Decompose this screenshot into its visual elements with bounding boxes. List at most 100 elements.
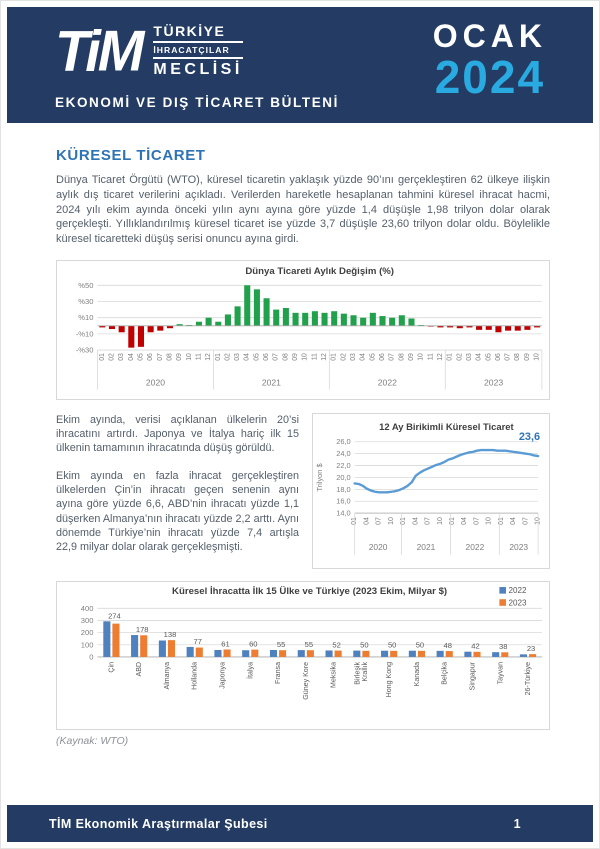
svg-text:23: 23 xyxy=(527,644,535,653)
svg-text:11: 11 xyxy=(427,353,434,360)
column-paragraph-2: Ekim ayında en fazla ihracat gerçekleşti… xyxy=(56,469,299,554)
page-content: KÜRESEL TİCARET Dünya Ticaret Örgütü (WT… xyxy=(1,147,599,747)
bulletin-title: EKONOMİ VE DIŞ TİCARET BÜLTENİ xyxy=(55,95,340,110)
svg-text:50: 50 xyxy=(416,641,424,650)
svg-text:2021: 2021 xyxy=(262,377,281,387)
svg-text:07: 07 xyxy=(273,353,280,361)
svg-text:10: 10 xyxy=(302,353,309,361)
svg-text:04: 04 xyxy=(476,353,483,361)
svg-text:48: 48 xyxy=(444,641,452,650)
svg-text:07: 07 xyxy=(522,517,529,525)
svg-text:12: 12 xyxy=(205,353,212,361)
svg-text:Güney Kore: Güney Kore xyxy=(302,662,310,700)
svg-text:10: 10 xyxy=(186,353,193,361)
svg-text:İtalya: İtalya xyxy=(245,662,254,679)
svg-text:08: 08 xyxy=(166,353,173,361)
page-footer: TİM Ekonomik Araştırmalar Şubesi 1 xyxy=(7,805,593,842)
svg-text:Hollanda: Hollanda xyxy=(191,662,199,690)
svg-text:10: 10 xyxy=(486,517,493,525)
svg-text:05: 05 xyxy=(253,353,260,361)
svg-text:%50: %50 xyxy=(78,281,93,290)
svg-text:16,0: 16,0 xyxy=(336,496,350,505)
top-exporters-chart: Küresel İhracatta İlk 15 Ülke ve Türkiye… xyxy=(81,586,542,700)
svg-text:04: 04 xyxy=(461,517,468,525)
svg-text:2023: 2023 xyxy=(509,541,528,551)
svg-text:61: 61 xyxy=(221,640,229,649)
svg-text:04: 04 xyxy=(510,517,517,525)
svg-text:200: 200 xyxy=(81,628,94,637)
tim-logo-wordmark: TÜRKİYE İHRACATÇILAR MECLİSİ xyxy=(153,23,243,79)
issue-year: 2024 xyxy=(434,51,546,104)
svg-text:BirleşikKrallık: BirleşikKrallık xyxy=(353,662,369,685)
tim-brand: TiM TÜRKİYE İHRACATÇILAR MECLİSİ xyxy=(55,22,243,79)
two-column-section: Ekim ayında, verisi açıklanan ülkelerin … xyxy=(56,412,550,570)
svg-text:24,0: 24,0 xyxy=(336,449,350,458)
svg-text:06: 06 xyxy=(495,353,502,361)
svg-text:01: 01 xyxy=(400,517,407,525)
svg-text:23,6: 23,6 xyxy=(519,430,540,442)
svg-text:01: 01 xyxy=(331,353,338,361)
svg-text:08: 08 xyxy=(514,353,521,361)
svg-text:%10: %10 xyxy=(78,313,93,322)
svg-text:2022: 2022 xyxy=(508,586,526,595)
svg-text:2020: 2020 xyxy=(146,377,165,387)
svg-text:38: 38 xyxy=(499,642,507,651)
svg-text:06: 06 xyxy=(147,353,154,361)
issue-date: OCAK 2024 xyxy=(432,18,547,104)
svg-text:Kanada: Kanada xyxy=(413,662,421,686)
svg-text:2020: 2020 xyxy=(369,541,388,551)
svg-text:18,0: 18,0 xyxy=(336,484,350,493)
svg-text:05: 05 xyxy=(369,353,376,361)
source-note: (Kaynak: WTO) xyxy=(56,735,129,748)
svg-text:%30: %30 xyxy=(78,297,93,306)
svg-text:0: 0 xyxy=(89,653,93,662)
wordmark-line-3: MECLİSİ xyxy=(153,61,243,78)
svg-text:06: 06 xyxy=(263,353,270,361)
svg-text:10: 10 xyxy=(437,517,444,525)
svg-text:07: 07 xyxy=(505,353,512,361)
svg-text:01: 01 xyxy=(447,353,454,361)
svg-text:04: 04 xyxy=(360,353,367,361)
svg-text:09: 09 xyxy=(292,353,299,361)
svg-text:178: 178 xyxy=(136,625,149,634)
page-number: 1 xyxy=(513,816,521,831)
svg-text:11: 11 xyxy=(195,353,202,360)
svg-text:26-Türkiye: 26-Türkiye xyxy=(524,662,532,695)
svg-text:Hong Kong: Hong Kong xyxy=(385,662,393,697)
svg-text:03: 03 xyxy=(350,353,357,361)
svg-text:10: 10 xyxy=(534,353,541,361)
svg-text:Tayvan: Tayvan xyxy=(496,662,504,684)
svg-text:01: 01 xyxy=(449,517,456,525)
intro-paragraph: Dünya Ticaret Örgütü (WTO), küresel tica… xyxy=(56,174,550,246)
svg-text:50: 50 xyxy=(360,641,368,650)
svg-text:01: 01 xyxy=(99,353,106,361)
svg-text:01: 01 xyxy=(215,353,222,361)
svg-text:50: 50 xyxy=(388,641,396,650)
svg-text:04: 04 xyxy=(244,353,251,361)
svg-text:Küresel İhracatta İlk 15 Ülke: Küresel İhracatta İlk 15 Ülke ve Türkiye… xyxy=(172,586,447,597)
svg-text:2022: 2022 xyxy=(466,541,485,551)
svg-text:Fransa: Fransa xyxy=(274,662,282,684)
svg-text:Çin: Çin xyxy=(107,662,115,673)
svg-text:274: 274 xyxy=(108,612,121,621)
svg-text:01: 01 xyxy=(498,517,505,525)
svg-text:55: 55 xyxy=(277,640,285,649)
svg-text:10: 10 xyxy=(388,517,395,525)
chart-cumulative-trade-card: 12 Ay Birikimli Küresel Ticaret Trilyon $… xyxy=(312,412,550,570)
issue-month: OCAK xyxy=(432,18,547,54)
svg-text:12: 12 xyxy=(321,353,328,361)
svg-text:02: 02 xyxy=(340,353,347,361)
svg-text:Japonya: Japonya xyxy=(219,662,227,689)
svg-text:08: 08 xyxy=(282,353,289,361)
svg-text:Meksika: Meksika xyxy=(330,662,338,688)
svg-text:52: 52 xyxy=(332,641,340,650)
svg-text:11: 11 xyxy=(311,353,318,360)
masthead: TiM TÜRKİYE İHRACATÇILAR MECLİSİ EKONOMİ… xyxy=(7,7,593,123)
svg-text:07: 07 xyxy=(389,353,396,361)
svg-text:-%10: -%10 xyxy=(76,329,94,338)
monthly-change-chart: Dünya Ticareti Aylık Değişim (%) %50 %30 %1… xyxy=(76,266,543,390)
svg-text:Almanya: Almanya xyxy=(163,662,171,690)
svg-text:04: 04 xyxy=(363,517,370,525)
column-paragraph-1: Ekim ayında, verisi açıklanan ülkelerin … xyxy=(56,413,299,455)
